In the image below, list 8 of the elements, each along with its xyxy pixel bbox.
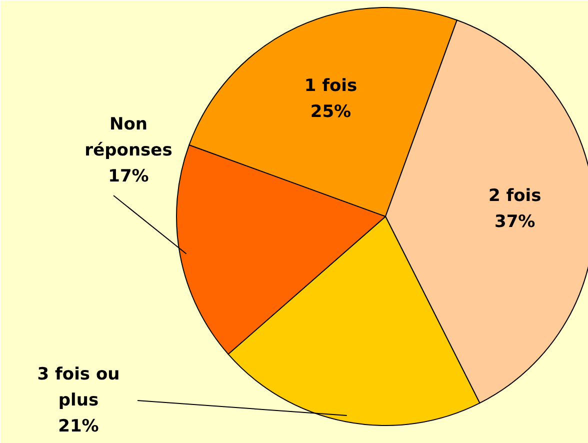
data-label: 37% [494, 212, 536, 232]
data-label: 21% [58, 416, 99, 436]
slice-label: 2 fois [488, 186, 542, 206]
slice-label: Non réponses [84, 114, 172, 160]
data-label: 25% [310, 102, 352, 122]
data-label: 17% [108, 166, 149, 186]
slice-label: 1 fois [304, 76, 358, 96]
slice-label: 3 fois ou plus [37, 364, 120, 410]
